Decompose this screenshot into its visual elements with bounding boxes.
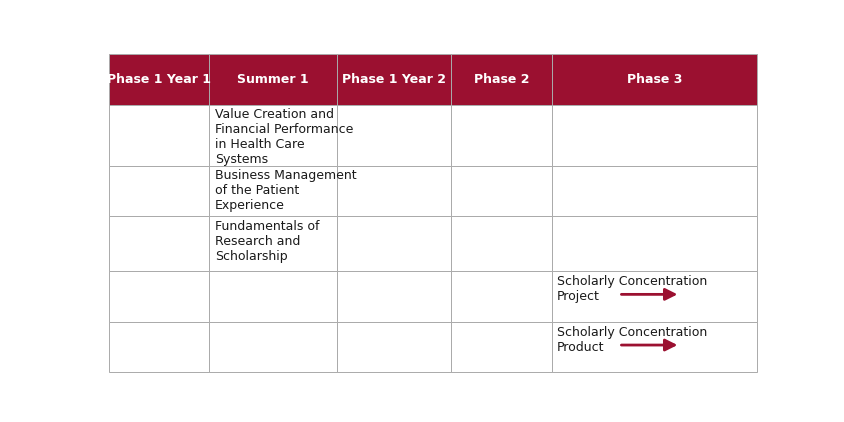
Bar	[551, 271, 756, 322]
Bar	[109, 105, 209, 165]
Bar	[337, 105, 451, 165]
Bar	[337, 216, 451, 271]
Bar	[551, 105, 756, 165]
Bar	[109, 271, 209, 322]
Bar	[209, 216, 337, 271]
Text: Fundamentals of
Research and
Scholarship: Fundamentals of Research and Scholarship	[214, 220, 319, 263]
Bar	[109, 165, 209, 216]
Bar	[451, 165, 551, 216]
Text: Value Creation and
Financial Performance
in Health Care
Systems: Value Creation and Financial Performance…	[214, 108, 353, 166]
Bar	[337, 271, 451, 322]
Bar	[109, 322, 209, 372]
Bar	[551, 165, 756, 216]
Bar	[109, 54, 209, 105]
Bar	[109, 216, 209, 271]
Text: Phase 2: Phase 2	[473, 73, 528, 86]
Bar	[337, 54, 451, 105]
Bar	[209, 322, 337, 372]
Bar	[337, 322, 451, 372]
Bar	[209, 165, 337, 216]
Bar	[209, 271, 337, 322]
Bar	[451, 216, 551, 271]
Bar	[209, 105, 337, 165]
Text: Phase 1 Year 2: Phase 1 Year 2	[342, 73, 446, 86]
Bar	[451, 322, 551, 372]
Bar	[451, 271, 551, 322]
Bar	[551, 216, 756, 271]
Text: Business Management
of the Patient
Experience: Business Management of the Patient Exper…	[214, 169, 356, 212]
Text: Phase 1 Year 1: Phase 1 Year 1	[107, 73, 211, 86]
Bar	[451, 54, 551, 105]
Text: Scholarly Concentration
Product: Scholarly Concentration Product	[556, 325, 706, 354]
Bar	[337, 165, 451, 216]
Bar	[551, 54, 756, 105]
Text: Scholarly Concentration
Project: Scholarly Concentration Project	[556, 275, 706, 303]
Bar	[451, 105, 551, 165]
Text: Phase 3: Phase 3	[626, 73, 681, 86]
Bar	[209, 54, 337, 105]
Bar	[551, 322, 756, 372]
Text: Summer 1: Summer 1	[237, 73, 309, 86]
